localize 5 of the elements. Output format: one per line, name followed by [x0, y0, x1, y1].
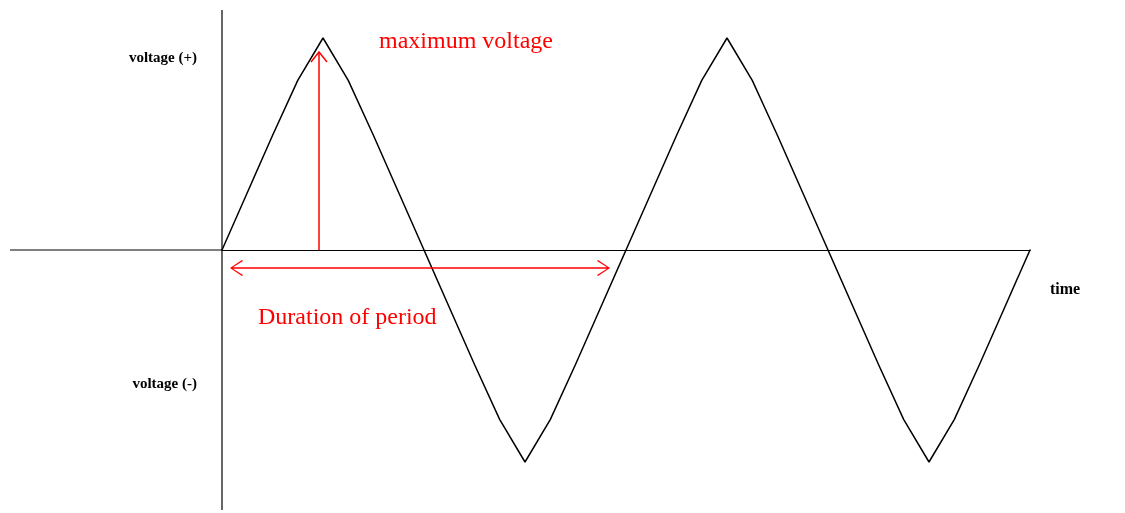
x-axis-title: time [1050, 279, 1081, 297]
annotation: Duration of period [258, 303, 437, 329]
text: voltage (+) [128, 49, 197, 66]
annotation: maximum voltage [379, 27, 553, 53]
text: voltage (-) [132, 374, 197, 392]
